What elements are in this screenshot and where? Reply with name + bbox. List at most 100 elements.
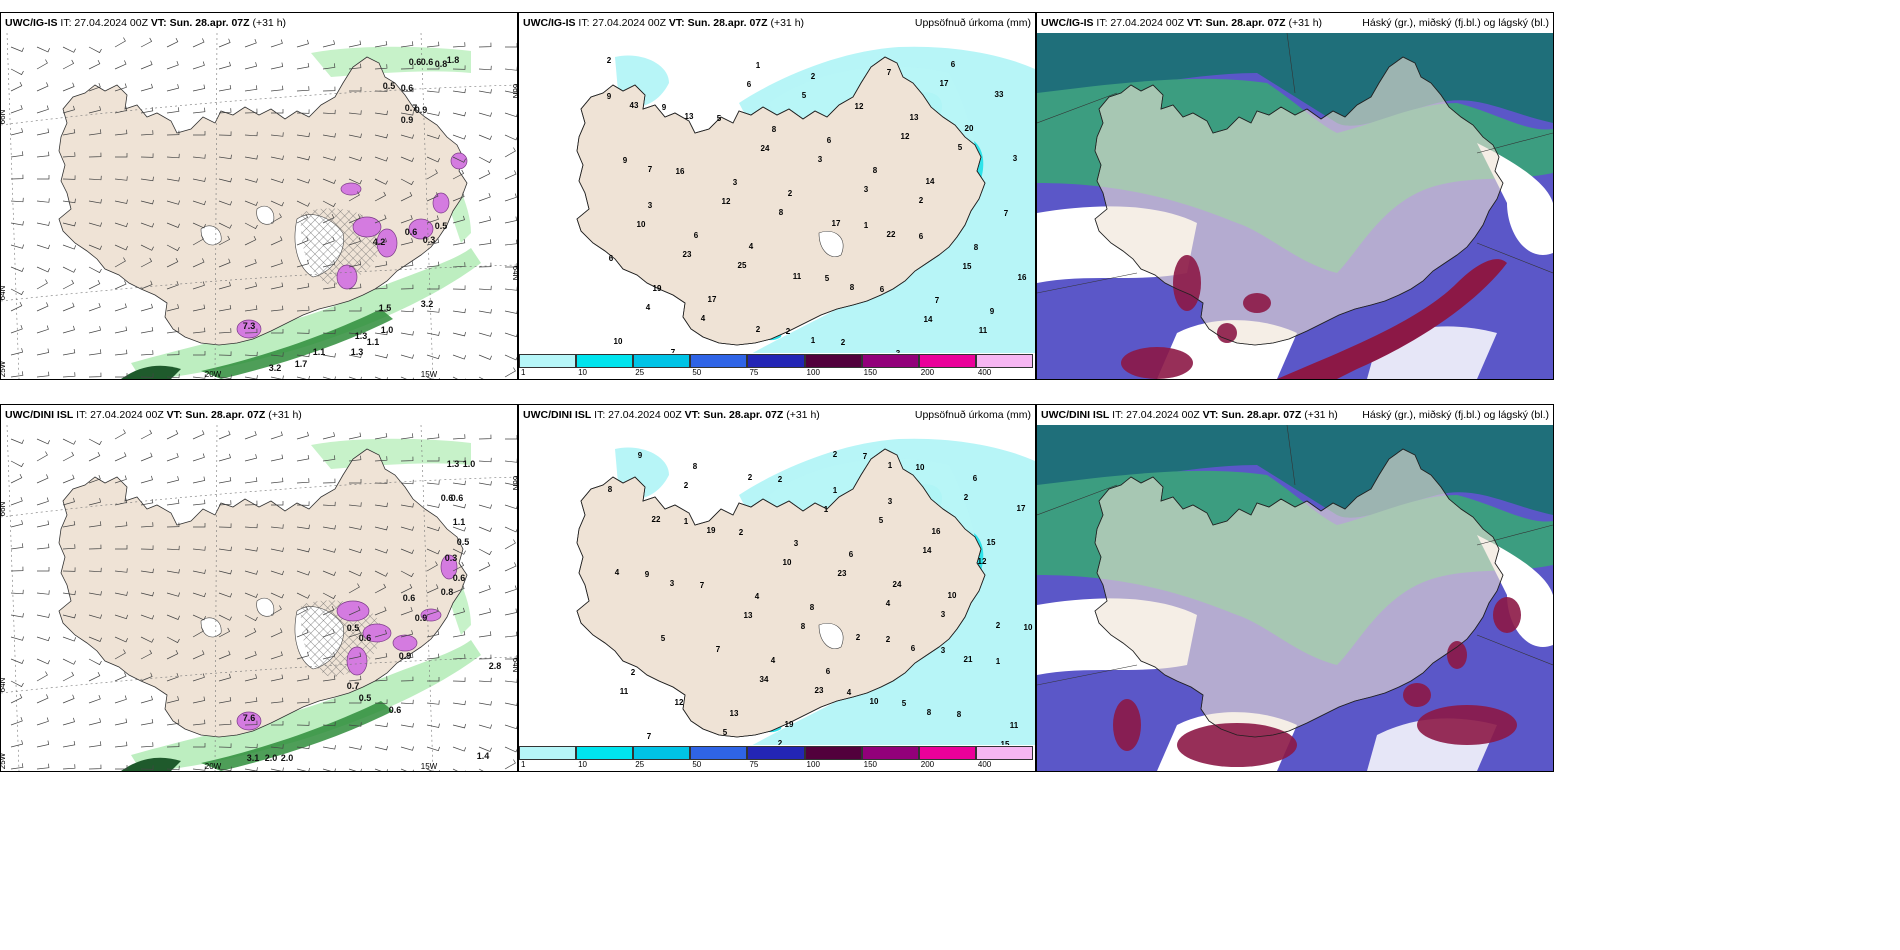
precip-value: 5 (717, 114, 722, 123)
snow-value: 0.5 (347, 623, 360, 633)
precip-value: 15 (1001, 740, 1010, 749)
colorbar-swatch (519, 354, 577, 368)
snow-value: 0.7 (347, 681, 360, 691)
snow-value: 0.6 (409, 57, 422, 67)
precip-value: 2 (856, 633, 861, 642)
precip-value: 23 (815, 686, 824, 695)
graticule (1037, 425, 1553, 686)
precip-value: 2 (748, 473, 753, 482)
model-name: UWC/DINI ISL (5, 409, 74, 421)
precip-value: 10 (637, 220, 646, 229)
precip-value: 10 (948, 591, 957, 600)
precip-value: 19 (785, 720, 794, 729)
model-name: UWC/IG-IS (1041, 17, 1094, 29)
colorbar-tick: 200 (920, 760, 935, 769)
precip-value: 5 (825, 274, 830, 283)
snow-value: 0.5 (383, 81, 396, 91)
precip-value: 33 (995, 90, 1004, 99)
precip-value: 10 (870, 697, 879, 706)
colorbar-swatch (633, 746, 691, 760)
axis-label: 66N (1, 109, 7, 124)
colorbar-tick: 1 (521, 368, 526, 377)
red-cloud (1113, 597, 1521, 767)
precip-value: 7 (700, 581, 705, 590)
precip-value: 4 (847, 688, 852, 697)
lead-time: (+31 h) (252, 17, 287, 29)
graticule (1, 425, 517, 771)
colorbar-swatch (975, 354, 1033, 368)
precip-value: 8 (779, 208, 784, 217)
precip-value: 15 (963, 262, 972, 271)
precip-value: 7 (647, 732, 652, 741)
precip-value: 1 (888, 461, 893, 470)
precip-value: 21 (964, 655, 973, 664)
precip-value: 5 (958, 143, 963, 152)
precip-value: 14 (923, 546, 932, 555)
precip-value: 16 (676, 167, 685, 176)
precip-value: 2 (739, 528, 744, 537)
precip-value: 3 (941, 646, 946, 655)
panel-clouds-igis: UWC/IG-IS IT: 27.04.2024 00Z VT: Sun. 28… (1036, 12, 1554, 380)
snow-value: 0.6 (441, 493, 454, 503)
colorbar-swatch (633, 354, 691, 368)
colorbar-swatch (576, 354, 634, 368)
snow-value: 0.6 (401, 83, 414, 93)
precip-value: 14 (924, 315, 933, 324)
graticule (1037, 33, 1553, 294)
precip-value: 8 (801, 622, 806, 631)
colorbar-swatch (519, 746, 577, 760)
axis-label: 64N (1, 677, 7, 692)
precip-value: 15 (987, 538, 996, 547)
precip-value: 9 (623, 156, 628, 165)
snow-value: 1.7 (295, 359, 308, 369)
precip-value: 12 (675, 698, 684, 707)
colorbar-swatch (690, 354, 748, 368)
axis-label: 15W (421, 762, 438, 771)
product-title: Uppsöfnuð úrkoma (mm) (914, 409, 1031, 421)
model-name: UWC/DINI ISL (523, 409, 592, 421)
precip-value: 7 (648, 165, 653, 174)
precip-value: 3 (1013, 154, 1018, 163)
precip-value: 12 (978, 557, 987, 566)
colorbar-tick: 25 (635, 368, 645, 377)
panel-clouds-dini: UWC/DINI ISL IT: 27.04.2024 00Z VT: Sun.… (1036, 404, 1554, 772)
init-time: IT: 27.04.2024 00Z (60, 17, 148, 29)
axis-label: 64N (511, 658, 517, 673)
lead-time: (+31 h) (1288, 17, 1323, 29)
precip-value: 9 (607, 92, 612, 101)
precip-value: 20 (965, 124, 974, 133)
precip-value: 14 (926, 177, 935, 186)
precip-value: 8 (974, 243, 979, 252)
precip-value: 2 (833, 450, 838, 459)
precip-value: 8 (873, 166, 878, 175)
colorbar-swatch (975, 746, 1033, 760)
snow-value: 0.9 (399, 651, 412, 661)
precip-value: 1 (833, 486, 838, 495)
precip-value: 6 (880, 285, 885, 294)
colorbar-tick: 75 (749, 760, 759, 769)
snow-value: 0.6 (359, 633, 372, 643)
colorbar-tick: 100 (806, 760, 820, 769)
product-title: Uppsöfnuð úrkoma (mm) (914, 17, 1031, 29)
precip-value: 2 (756, 325, 761, 334)
precip-value: 1 (824, 505, 829, 514)
precip-value: 4 (646, 303, 651, 312)
precip-value: 9 (662, 103, 667, 112)
precip-value: 2 (631, 668, 636, 677)
colorbar-tick: 1 (521, 760, 526, 769)
init-time: IT: 27.04.2024 00Z (76, 409, 164, 421)
colorbar-swatch (690, 746, 748, 760)
precip-value: 19 (653, 284, 662, 293)
snowfall-shading (121, 46, 481, 379)
precip-value: 6 (827, 136, 832, 145)
precip-value: 12 (722, 197, 731, 206)
colorbar-swatch (918, 354, 976, 368)
map-canvas (1037, 425, 1553, 771)
precip-value: 3 (648, 201, 653, 210)
precip-value: 5 (879, 516, 884, 525)
precip-value: 4 (886, 599, 891, 608)
init-time: IT: 27.04.2024 00Z (1112, 409, 1200, 421)
valid-time: VT: Sun. 28.apr. 07Z (1186, 17, 1286, 29)
colorbar-tick: 400 (977, 760, 992, 769)
